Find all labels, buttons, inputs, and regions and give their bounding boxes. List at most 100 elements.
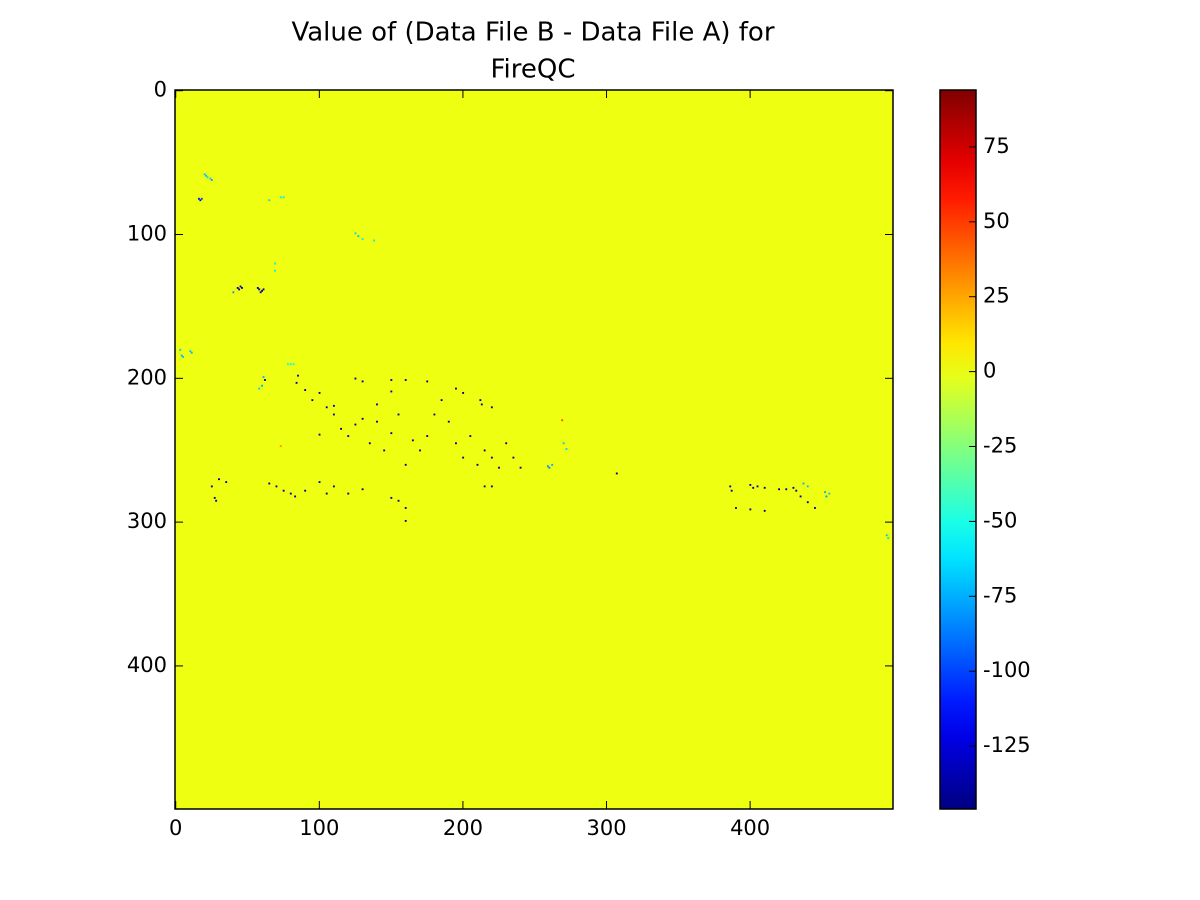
heatmap-cell: [209, 177, 212, 180]
heatmap-cell: [190, 351, 193, 354]
heatmap-cell: [476, 463, 479, 466]
heatmap-cell: [411, 439, 414, 442]
colorbar-tick-label: -125: [983, 733, 1031, 757]
colorbar-tick-label: 25: [983, 284, 1010, 308]
heatmap-cell: [505, 442, 508, 445]
heatmap-cell: [279, 445, 282, 448]
heatmap-cell: [368, 442, 371, 445]
heatmap-cell: [490, 456, 493, 459]
heatmap-cell: [238, 288, 241, 291]
heatmap-cell: [376, 403, 378, 406]
heatmap-cell: [548, 466, 551, 469]
heatmap-cell: [325, 406, 328, 409]
heatmap-cell: [325, 492, 328, 495]
heatmap-cell: [749, 508, 752, 511]
heatmap-cell: [200, 197, 203, 200]
heatmap-cell: [275, 485, 278, 488]
x-tick-label: 0: [169, 816, 182, 840]
heatmap-cell: [361, 488, 364, 491]
heatmap-cell: [735, 507, 737, 509]
heatmap-cell: [802, 482, 805, 485]
heatmap-cell: [806, 485, 809, 488]
heatmap-cell: [256, 287, 259, 289]
y-tick-label: 0: [154, 78, 167, 102]
heatmap-cell: [885, 534, 888, 537]
heatmap-cell: [258, 387, 261, 390]
heatmap-cell: [455, 387, 457, 390]
heatmap-cell: [795, 489, 798, 492]
heatmap-cell: [447, 420, 450, 423]
heatmap-cell: [347, 435, 350, 437]
heatmap-cell: [205, 174, 208, 177]
heatmap-cell: [264, 379, 266, 381]
heatmap-background: [175, 90, 893, 809]
heatmap-cell: [232, 291, 235, 294]
heatmap-cell: [763, 486, 766, 489]
heatmap-cell: [189, 350, 192, 353]
x-tick-label: 200: [443, 816, 483, 840]
colorbar-tick-label: 75: [983, 134, 1010, 158]
heatmap-cell: [887, 537, 890, 540]
heatmap-cell: [197, 197, 200, 200]
heatmap-cell: [210, 485, 213, 488]
heatmap-cell: [179, 348, 182, 351]
heatmap-cell: [311, 399, 314, 402]
y-tick-label: 300: [127, 509, 167, 533]
heatmap-cell: [259, 291, 262, 294]
heatmap-cell: [203, 173, 206, 176]
heatmap-cell: [332, 485, 335, 488]
heatmap-cell: [462, 456, 465, 459]
heatmap-cell: [615, 472, 618, 475]
heatmap-cell: [318, 481, 321, 484]
heatmap-cell: [498, 466, 500, 469]
heatmap-cell: [404, 463, 407, 466]
heatmap-cell: [440, 399, 443, 402]
heatmap-cell: [799, 495, 802, 498]
heatmap-cell: [419, 449, 421, 452]
heatmap-cell: [304, 489, 307, 492]
heatmap-cell: [304, 389, 307, 391]
heatmap-cell: [404, 519, 407, 522]
y-tick-label: 400: [127, 653, 167, 677]
heatmap-cell: [274, 269, 276, 272]
heatmap-cell: [361, 417, 364, 420]
heatmap-cell: [295, 381, 298, 384]
colorbar-tick-label: -100: [983, 658, 1031, 682]
colorbar-tick-label: -50: [983, 508, 1017, 532]
heatmap-cell: [383, 449, 386, 452]
colorbar-tick-label: 0: [983, 359, 996, 383]
heatmap-cell: [354, 423, 357, 426]
heatmap-cell: [210, 179, 213, 182]
heatmap-cell: [490, 406, 493, 409]
colorbar-tick-label: -25: [983, 434, 1017, 458]
heatmap-cell: [730, 489, 733, 492]
heatmap-cell: [268, 199, 271, 202]
heatmap-cell: [289, 363, 292, 366]
heatmap-cell: [426, 435, 429, 437]
heatmap-cell: [778, 488, 780, 491]
heatmap-cell: [357, 235, 360, 238]
heatmap-cell: [261, 384, 264, 387]
x-tick-label: 400: [730, 816, 770, 840]
heatmap-cell: [180, 354, 183, 357]
heatmap-cell: [752, 486, 755, 489]
y-tick-label: 100: [127, 222, 167, 246]
heatmap-cell: [354, 377, 357, 380]
heatmap-cell: [462, 391, 465, 394]
heatmap-cell: [206, 176, 209, 179]
heatmap-cell: [828, 492, 831, 495]
colorbar: [939, 89, 977, 810]
heatmap-cell: [332, 413, 335, 416]
chart-title: Value of (Data File B - Data File A) for: [291, 18, 774, 48]
heatmap-cell: [426, 380, 429, 383]
heatmap-cell: [455, 442, 457, 445]
heatmap-cell: [354, 232, 357, 235]
heatmap-cell: [390, 432, 393, 435]
heatmap-cell: [404, 507, 407, 509]
heatmap-cell: [824, 491, 826, 494]
heatmap-cell: [274, 262, 276, 265]
heatmap-cell: [376, 420, 378, 423]
x-tick-label: 100: [299, 816, 339, 840]
heatmap-cell: [287, 363, 289, 366]
